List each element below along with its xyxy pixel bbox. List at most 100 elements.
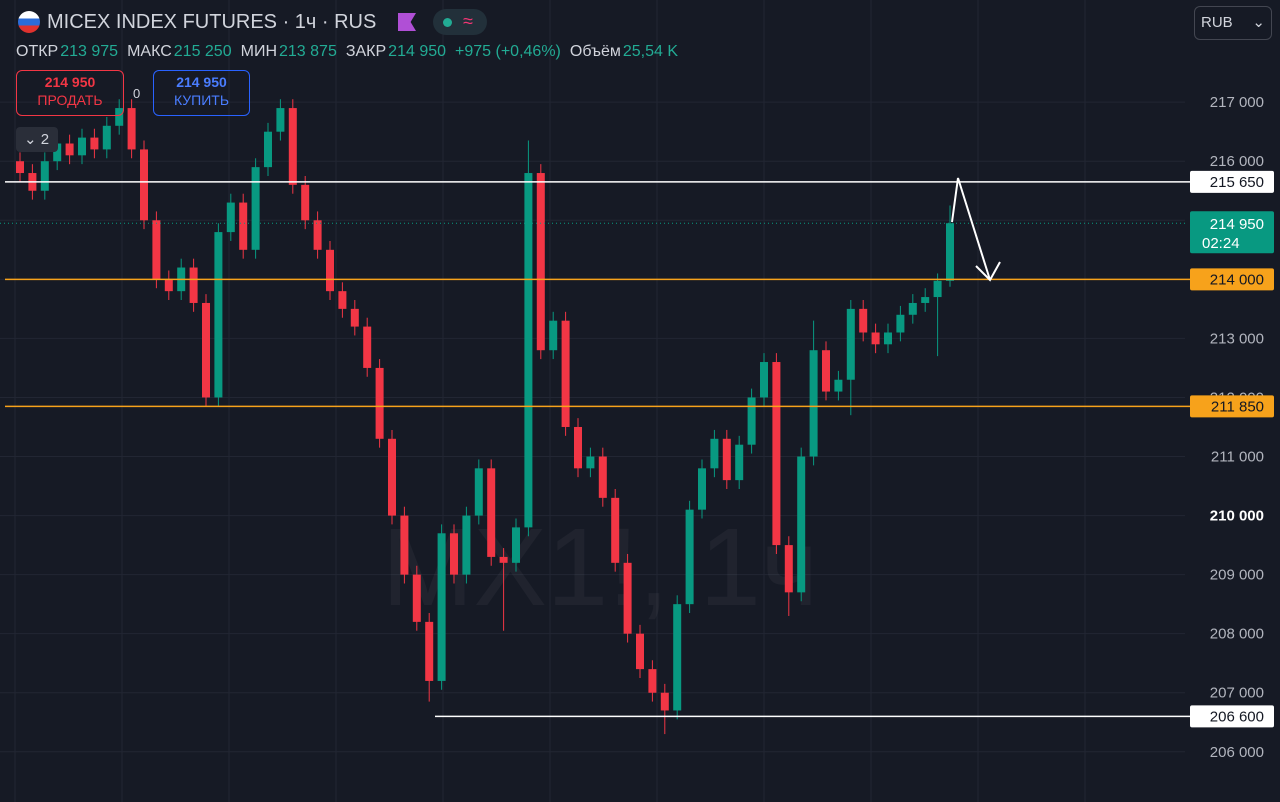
y-tick-label: 216 000 xyxy=(1210,153,1264,170)
y-tick-label: 211 000 xyxy=(1211,449,1264,466)
candle-body xyxy=(115,108,124,126)
stat-text: Объём xyxy=(569,43,621,60)
candle-body xyxy=(611,497,620,563)
countdown: 02:24 xyxy=(1202,235,1240,252)
y-tick-label: 210 000 xyxy=(1210,508,1264,525)
candle-body xyxy=(722,438,731,481)
stat-text: 213 875 xyxy=(279,43,337,60)
level-label: 206 600 xyxy=(1210,708,1264,725)
candle-body xyxy=(301,184,310,221)
candle-body xyxy=(636,633,644,670)
candle-body xyxy=(202,302,210,398)
level-box xyxy=(1190,170,1274,193)
candle-body xyxy=(487,468,496,557)
candle-body xyxy=(946,223,954,281)
candle-body xyxy=(474,468,483,516)
candle-body xyxy=(660,692,669,711)
level-label: 211 850 xyxy=(1211,398,1264,415)
sell-price: 214 950 xyxy=(44,74,96,90)
candle-body xyxy=(834,379,843,392)
stat-text: ЗАКР xyxy=(345,43,387,60)
candle-body xyxy=(698,468,706,510)
candle-body xyxy=(65,143,74,156)
level-label: 215 650 xyxy=(1210,174,1264,191)
candle-body xyxy=(846,308,855,380)
candle-body xyxy=(921,297,930,303)
level-box xyxy=(1190,705,1274,728)
candle-body xyxy=(375,367,384,439)
y-tick-label: 209 000 xyxy=(1210,567,1264,584)
candle-body xyxy=(90,137,99,150)
candle-body xyxy=(53,143,62,162)
candle-body xyxy=(338,291,347,309)
collapse-count: 2 xyxy=(40,131,50,148)
ohlc-stats: ОТКР 213 975 МАКС 215 250 МИН 213 875 ЗАКР 214 … xyxy=(16,43,678,61)
tag-icon xyxy=(398,13,416,31)
currency-select[interactable]: RUB ⌄ xyxy=(1194,6,1272,40)
candle-body xyxy=(896,314,905,333)
stat-text: 215 250 xyxy=(173,43,232,60)
y-tick-label: 213 000 xyxy=(1210,330,1264,347)
candle-body xyxy=(40,161,49,191)
candle-body xyxy=(350,308,359,327)
candle-body xyxy=(933,280,942,298)
candle-body xyxy=(561,320,570,427)
y-tick-label: 208 000 xyxy=(1210,626,1264,643)
candle-body xyxy=(549,320,558,351)
candle-body xyxy=(326,249,334,292)
y-tick-label: 217 000 xyxy=(1210,94,1264,111)
candle-body xyxy=(586,456,595,469)
candle-body xyxy=(400,515,409,575)
candle-body xyxy=(189,267,198,303)
drawn-arrow xyxy=(951,177,991,281)
y-tick-label: 207 000 xyxy=(1210,685,1264,702)
buy-button[interactable]: 214 950 КУПИТЬ xyxy=(153,70,250,116)
candle-body xyxy=(437,533,446,681)
candle-body xyxy=(735,444,744,481)
candle-body xyxy=(499,556,508,563)
candle-body xyxy=(226,202,235,233)
candle-body xyxy=(288,108,297,185)
candle-body xyxy=(747,397,756,445)
collapse-button[interactable]: ⌄ 2 xyxy=(16,127,58,152)
last-price-box xyxy=(1190,211,1274,254)
candle-body xyxy=(859,308,868,333)
candle-body xyxy=(772,362,781,546)
candle-body xyxy=(512,527,520,563)
stat-text: 214 950 xyxy=(388,43,447,60)
candle-body xyxy=(760,362,768,398)
level-box xyxy=(1190,395,1274,418)
watermark: MX1!, 1ч xyxy=(382,506,818,629)
candle-body xyxy=(388,438,396,516)
candle-body xyxy=(871,332,880,345)
last-price-label: 214 950 xyxy=(1210,216,1264,233)
symbol-title: MICEX INDEX FUTURES · 1ч · RUS xyxy=(47,11,377,33)
y-tick-label: 206 000 xyxy=(1210,744,1264,761)
candle-body xyxy=(822,350,830,392)
stat-text: +975 (+0,46%) xyxy=(455,43,561,60)
candle-body xyxy=(425,621,434,681)
candle-body xyxy=(16,161,24,174)
candle-body xyxy=(363,326,372,368)
candle-body xyxy=(536,173,545,351)
sell-button[interactable]: 214 950 ПРОДАТЬ xyxy=(16,70,124,116)
level-box xyxy=(1190,268,1274,291)
spread: 0 xyxy=(133,86,141,101)
candle-body xyxy=(214,232,223,398)
candle-body xyxy=(276,108,285,132)
stat-text: 25,54 K xyxy=(622,43,679,60)
candle-body xyxy=(412,574,421,622)
currency: RUB xyxy=(1201,14,1233,31)
stat-text: МИН xyxy=(240,43,277,60)
candle-body xyxy=(710,438,719,469)
candle-body xyxy=(102,125,111,150)
candle-body xyxy=(884,332,892,345)
flag-icon xyxy=(18,11,40,33)
candle-body xyxy=(239,202,248,250)
candle-body xyxy=(908,302,917,315)
status-pill[interactable]: ≈ xyxy=(433,9,487,35)
level-label: 214 000 xyxy=(1210,271,1264,288)
candle-body xyxy=(784,545,793,593)
stat-text: ОТКР xyxy=(16,43,59,60)
